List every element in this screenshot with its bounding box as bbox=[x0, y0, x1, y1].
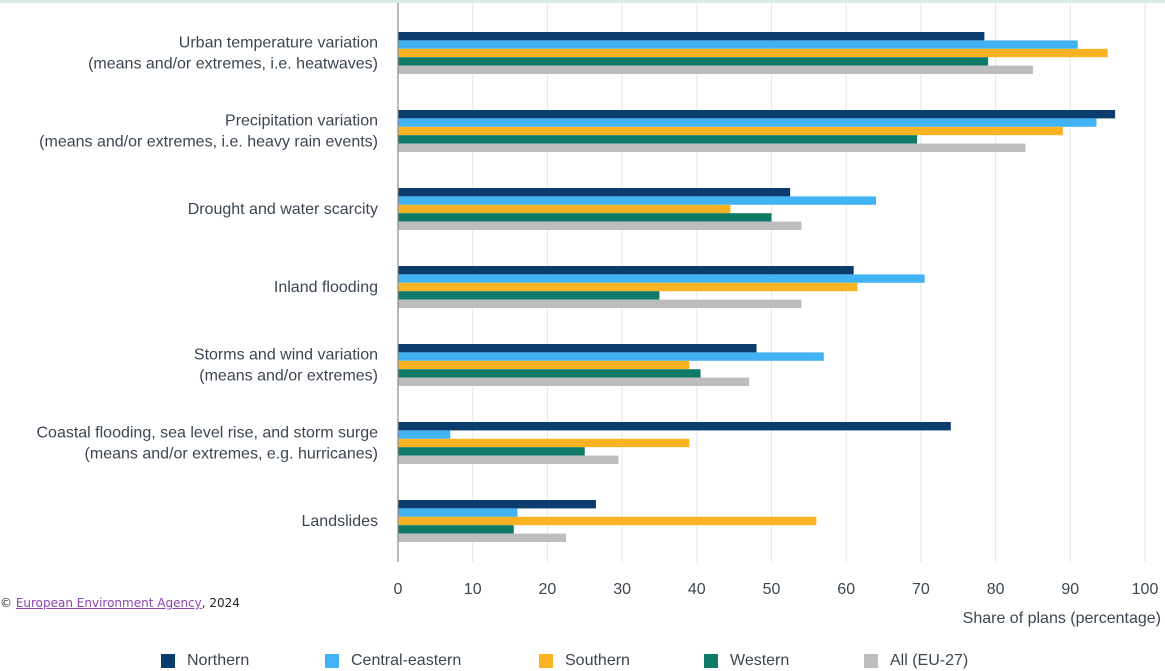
category-label: Urban temperature variation (means and/or… bbox=[88, 35, 378, 73]
eea-link[interactable]: European Environment Agency bbox=[15, 596, 202, 610]
bar-western bbox=[398, 291, 660, 300]
bar-western bbox=[398, 447, 585, 456]
bar-central-eastern bbox=[398, 352, 824, 361]
bar-northern bbox=[398, 188, 791, 197]
chart-legend: Northern Central-eastern Southern Western Al… bbox=[0, 650, 1165, 671]
bar-central-eastern bbox=[398, 274, 925, 283]
top-rule bbox=[0, 0, 1165, 3]
bar-all-eu-27 bbox=[398, 377, 750, 386]
bar-southern bbox=[398, 204, 731, 214]
category-label: Landslides bbox=[302, 513, 379, 530]
legend-label: Northern bbox=[187, 652, 250, 669]
bar-western bbox=[398, 213, 772, 222]
legend-label: Central-eastern bbox=[351, 652, 462, 669]
bar-southern bbox=[398, 282, 858, 292]
bar-northern bbox=[398, 110, 1116, 119]
x-tick-label: 50 bbox=[763, 581, 781, 598]
x-tick-label: 80 bbox=[987, 581, 1005, 598]
bar-western bbox=[398, 135, 918, 144]
bar-northern bbox=[398, 344, 757, 353]
bar-southern bbox=[398, 438, 690, 448]
bar-northern bbox=[398, 266, 854, 275]
bar-southern bbox=[398, 516, 817, 526]
x-tick-label: 100 bbox=[1132, 581, 1159, 598]
bar-all-eu-27 bbox=[398, 533, 567, 542]
legend-item: Northern bbox=[161, 652, 249, 670]
bar-all-eu-27 bbox=[398, 143, 1026, 152]
x-tick-label: 30 bbox=[613, 581, 631, 598]
bar-western bbox=[398, 57, 989, 66]
legend-swatch bbox=[325, 654, 339, 668]
category-label: Precipitation variation (means and/or ext… bbox=[39, 113, 378, 151]
legend-swatch bbox=[539, 654, 553, 668]
bar-central-eastern bbox=[398, 508, 518, 517]
bar-central-eastern bbox=[398, 118, 1097, 127]
legend-swatch bbox=[864, 654, 878, 668]
bar-all-eu-27 bbox=[398, 65, 1033, 74]
bar-central-eastern bbox=[398, 196, 877, 205]
legend-swatch bbox=[161, 654, 175, 668]
bar-northern bbox=[398, 500, 596, 509]
bar-central-eastern bbox=[398, 430, 451, 439]
category-label: Inland flooding bbox=[274, 279, 378, 296]
x-axis-title: Share of plans (percentage) bbox=[963, 610, 1161, 627]
legend-swatch bbox=[704, 654, 718, 668]
bar-all-eu-27 bbox=[398, 455, 619, 464]
credit-line: © European Environment Agency, 2024 bbox=[0, 596, 240, 610]
category-label: Coastal flooding, sea level rise, and st… bbox=[36, 425, 378, 463]
bar-northern bbox=[398, 32, 985, 41]
bar-southern bbox=[398, 48, 1108, 58]
x-tick-label: 60 bbox=[837, 581, 855, 598]
legend-label: Western bbox=[730, 652, 790, 669]
legend-label: Southern bbox=[565, 652, 630, 669]
category-label: Storms and wind variation (means and/or e… bbox=[194, 347, 378, 385]
bar-all-eu-27 bbox=[398, 221, 802, 230]
bar-all-eu-27 bbox=[398, 299, 802, 308]
x-tick-label: 90 bbox=[1061, 581, 1079, 598]
bar-central-eastern bbox=[398, 40, 1078, 49]
credit-year: , 2024 bbox=[201, 596, 240, 610]
bar-western bbox=[398, 369, 701, 378]
x-tick-label: 70 bbox=[912, 581, 930, 598]
x-tick-label: 40 bbox=[688, 581, 706, 598]
bar-southern bbox=[398, 126, 1063, 136]
legend-label: All (EU-27) bbox=[890, 652, 969, 669]
x-tick-label: 0 bbox=[394, 581, 403, 598]
x-tick-label: 10 bbox=[464, 581, 482, 598]
bar-southern bbox=[398, 360, 690, 370]
legend-item: Western bbox=[704, 652, 789, 670]
copyright-symbol: © bbox=[0, 596, 12, 610]
bar-northern bbox=[398, 422, 951, 431]
legend-item: All (EU-27) bbox=[864, 652, 968, 670]
x-tick-label: 20 bbox=[539, 581, 557, 598]
bar-chart: Urban temperature variation (means and/or… bbox=[36, 3, 1161, 627]
category-label: Drought and water scarcity bbox=[188, 201, 378, 218]
legend-item: Southern bbox=[539, 652, 630, 670]
legend-item: Central-eastern bbox=[325, 652, 461, 670]
bar-western bbox=[398, 525, 514, 534]
